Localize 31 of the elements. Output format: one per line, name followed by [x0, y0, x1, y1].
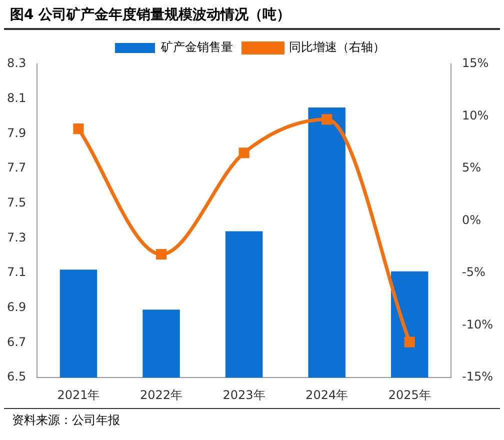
y-tick-label: 6.7 [6, 334, 26, 349]
legend-label: 同比增速（右轴） [289, 40, 385, 54]
x-tick-label: 2024年 [306, 388, 348, 402]
y-tick-label: 6.5 [6, 370, 26, 384]
point [404, 336, 415, 348]
y-tick-label: 7.7 [6, 160, 26, 175]
point [156, 248, 167, 260]
y2-tick-label: 10% [462, 108, 489, 122]
y-tick-label: 7.1 [6, 265, 26, 280]
y-tick-label: 8.3 [6, 56, 26, 70]
y-tick-label: 7.3 [6, 230, 26, 244]
y2-tick-label: 15% [462, 56, 489, 70]
y-tick-label: 7.5 [6, 196, 26, 210]
y-tick-label: 8.1 [6, 90, 26, 105]
y2-tick-label: 5% [462, 160, 482, 175]
chart-title: 图4 公司矿产金年度销量规模波动情况（吨） [4, 0, 500, 30]
text: 资料来源：公司年报 [4, 408, 500, 432]
point [73, 124, 84, 134]
y-tick-label: 6.9 [6, 300, 26, 314]
y2-tick-label: -15% [462, 370, 494, 384]
y2-tick-label: -5% [462, 265, 486, 280]
x-tick-label: 2022年 [140, 388, 183, 402]
y2-tick-label: 0% [462, 212, 482, 227]
point [238, 148, 250, 158]
point [322, 114, 332, 125]
x-tick-label: 2023年 [222, 388, 266, 402]
x-tick-label: 2025年 [388, 388, 431, 402]
legend-label: 矿产金销售量 [160, 40, 233, 54]
y-tick-label: 7.9 [6, 126, 26, 140]
x-tick-label: 2021年 [57, 388, 100, 402]
y2-tick-label: -10% [462, 317, 494, 332]
